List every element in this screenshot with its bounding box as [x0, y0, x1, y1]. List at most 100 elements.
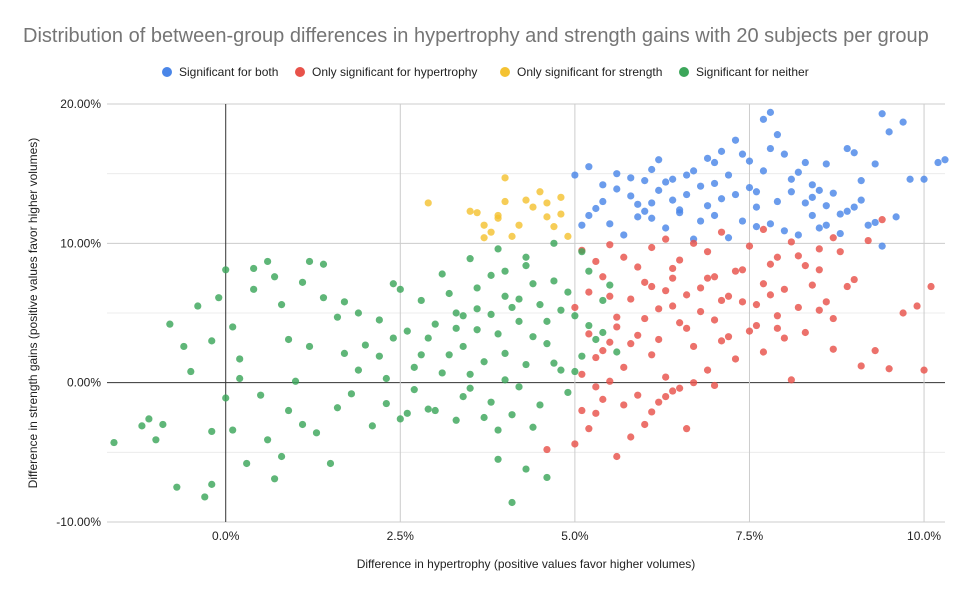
data-point: [599, 296, 607, 305]
data-point: [683, 190, 691, 199]
data-point: [801, 158, 809, 167]
legend-marker: [162, 67, 172, 77]
data-point: [229, 323, 237, 331]
data-point: [466, 384, 474, 392]
data-point: [690, 239, 698, 247]
data-point: [648, 243, 656, 252]
gridlines: [107, 103, 945, 523]
data-point: [543, 445, 551, 454]
legend-label: Only significant for strength: [517, 65, 662, 79]
data-point: [766, 220, 775, 228]
data-point: [669, 387, 677, 395]
data-point: [557, 366, 565, 374]
data-point: [752, 223, 761, 231]
x-tick-label: 2.5%: [387, 529, 415, 543]
y-axis-title: Difference in strength gains (positive v…: [26, 138, 40, 489]
data-point: [690, 379, 698, 387]
data-point: [822, 298, 830, 306]
legend: Significant for both Only significant for…: [162, 65, 809, 79]
data-point: [920, 175, 928, 183]
data-point: [424, 405, 432, 413]
data-point: [752, 321, 761, 330]
data-point: [410, 363, 418, 371]
data-point: [550, 223, 558, 231]
x-axis-ticks: 0.0% 2.5% 5.0% 7.5% 10.0%: [212, 529, 941, 543]
data-point: [592, 204, 600, 213]
data-point: [557, 306, 565, 314]
data-point: [703, 366, 712, 374]
data-point: [899, 118, 907, 126]
data-point: [333, 404, 342, 412]
data-point: [738, 217, 747, 225]
data-point: [592, 257, 600, 266]
data-point: [773, 253, 782, 261]
data-point: [585, 267, 593, 275]
data-point: [773, 197, 782, 206]
data-point: [522, 196, 530, 204]
data-point: [417, 351, 425, 359]
data-point: [501, 292, 509, 300]
data-point: [648, 408, 656, 416]
data-point: [271, 273, 279, 281]
data-point: [222, 394, 230, 402]
data-point: [466, 207, 474, 215]
data-point: [871, 218, 879, 227]
data-point: [738, 298, 747, 306]
data-point: [641, 177, 649, 185]
data-point: [243, 459, 251, 468]
data-point: [592, 383, 600, 391]
data-point: [850, 203, 858, 211]
data-point: [543, 317, 551, 325]
data-point: [920, 366, 928, 374]
data-point: [703, 154, 712, 162]
data-point: [403, 327, 411, 335]
data-point: [829, 234, 837, 242]
data-point: [927, 282, 935, 291]
data-point: [138, 422, 146, 430]
data-point: [766, 291, 775, 299]
data-point: [829, 189, 837, 197]
data-point: [424, 199, 432, 207]
data-point: [606, 338, 614, 346]
data-point: [676, 256, 684, 264]
data-point: [759, 280, 768, 288]
data-point: [180, 342, 188, 351]
data-point: [773, 324, 782, 332]
data-point: [110, 438, 118, 447]
data-point: [662, 224, 670, 232]
data-point: [319, 260, 328, 268]
data-point: [787, 238, 795, 246]
data-point: [494, 455, 502, 463]
data-point: [298, 278, 307, 286]
data-point: [731, 267, 740, 275]
legend-label: Significant for neither: [696, 65, 809, 79]
data-point: [745, 242, 754, 250]
data-point: [627, 433, 635, 441]
data-point: [620, 363, 628, 371]
data-point: [536, 401, 544, 409]
data-point: [529, 280, 537, 288]
data-point: [815, 224, 823, 232]
data-point: [669, 274, 677, 282]
data-point: [836, 229, 844, 238]
data-point: [731, 136, 740, 144]
data-point: [494, 426, 502, 434]
data-point: [396, 415, 404, 423]
data-point: [648, 351, 656, 359]
data-point: [885, 128, 893, 136]
data-point: [613, 452, 621, 461]
x-tick-label: 10.0%: [907, 529, 941, 543]
data-point: [585, 211, 593, 220]
data-point: [662, 373, 670, 381]
data-point: [599, 197, 607, 206]
data-point: [326, 459, 335, 468]
data-point: [508, 303, 516, 312]
x-tick-label: 5.0%: [561, 529, 589, 543]
data-point: [843, 207, 851, 215]
data-point: [354, 366, 362, 374]
data-point: [452, 309, 460, 317]
data-point: [780, 334, 788, 342]
series-1: [543, 216, 935, 461]
data-point: [382, 374, 390, 383]
